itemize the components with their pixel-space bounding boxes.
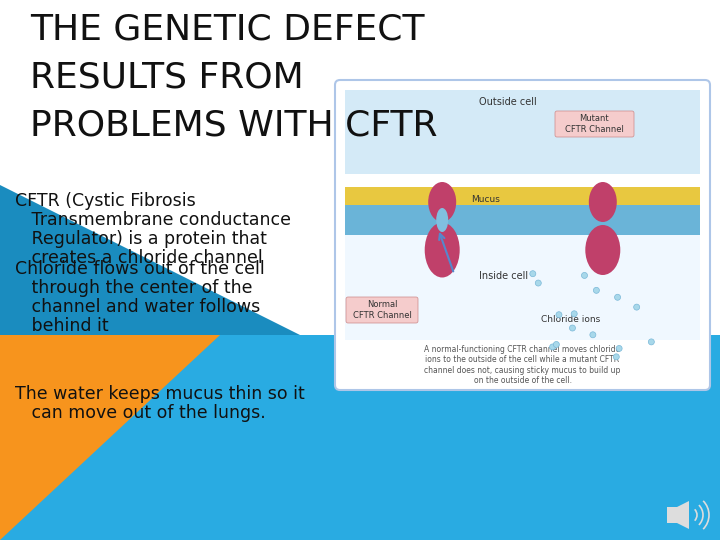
Circle shape	[556, 312, 562, 318]
Circle shape	[571, 311, 577, 317]
Text: through the center of the: through the center of the	[15, 279, 253, 297]
Text: behind it: behind it	[15, 317, 109, 335]
Polygon shape	[0, 185, 300, 335]
Text: RESULTS FROM: RESULTS FROM	[30, 60, 304, 94]
Bar	[345, 90, 700, 174]
Text: Mucus: Mucus	[472, 194, 500, 204]
FancyBboxPatch shape	[667, 507, 677, 523]
Bar	[345, 187, 700, 211]
Circle shape	[616, 346, 622, 352]
Text: CFTR (Cystic Fibrosis: CFTR (Cystic Fibrosis	[15, 192, 196, 210]
Text: A normal-functioning CFTR channel moves chloride
ions to the outside of the cell: A normal-functioning CFTR channel moves …	[424, 345, 621, 385]
Ellipse shape	[425, 222, 459, 278]
Text: Normal
CFTR Channel: Normal CFTR Channel	[353, 300, 411, 320]
Circle shape	[590, 332, 596, 338]
Circle shape	[634, 304, 639, 310]
Circle shape	[570, 325, 575, 331]
Circle shape	[554, 341, 559, 348]
FancyBboxPatch shape	[346, 297, 418, 323]
Circle shape	[648, 339, 654, 345]
Text: Inside cell: Inside cell	[479, 271, 528, 281]
Text: channel and water follows: channel and water follows	[15, 298, 260, 316]
Circle shape	[530, 271, 536, 276]
Polygon shape	[0, 275, 220, 540]
Ellipse shape	[436, 208, 448, 232]
Circle shape	[613, 354, 619, 360]
Text: The water keeps mucus thin so it: The water keeps mucus thin so it	[15, 385, 305, 403]
Circle shape	[535, 280, 541, 286]
Bar	[345, 205, 700, 235]
FancyBboxPatch shape	[555, 111, 634, 137]
Text: PROBLEMS WITH CFTR: PROBLEMS WITH CFTR	[30, 108, 438, 142]
Text: THE GENETIC DEFECT: THE GENETIC DEFECT	[30, 12, 425, 46]
Ellipse shape	[428, 182, 456, 222]
Bar	[345, 235, 700, 340]
Text: creates a chloride channel: creates a chloride channel	[15, 249, 263, 267]
Circle shape	[593, 287, 599, 293]
Polygon shape	[677, 501, 689, 529]
Text: can move out of the lungs.: can move out of the lungs.	[15, 404, 266, 422]
Bar	[0, 335, 720, 540]
Circle shape	[582, 273, 588, 279]
FancyBboxPatch shape	[335, 80, 710, 390]
Text: Mutant
CFTR Channel: Mutant CFTR Channel	[564, 114, 624, 134]
Circle shape	[549, 344, 556, 350]
Text: Chloride ions: Chloride ions	[541, 314, 600, 323]
Circle shape	[615, 294, 621, 300]
Text: Outside cell: Outside cell	[479, 97, 536, 107]
Bar	[0, 355, 720, 540]
Ellipse shape	[585, 225, 621, 275]
Text: Chloride flows out of the cell: Chloride flows out of the cell	[15, 260, 265, 278]
Text: Regulator) is a protein that: Regulator) is a protein that	[15, 230, 267, 248]
Ellipse shape	[589, 182, 617, 222]
Text: Transmembrane conductance: Transmembrane conductance	[15, 211, 291, 229]
